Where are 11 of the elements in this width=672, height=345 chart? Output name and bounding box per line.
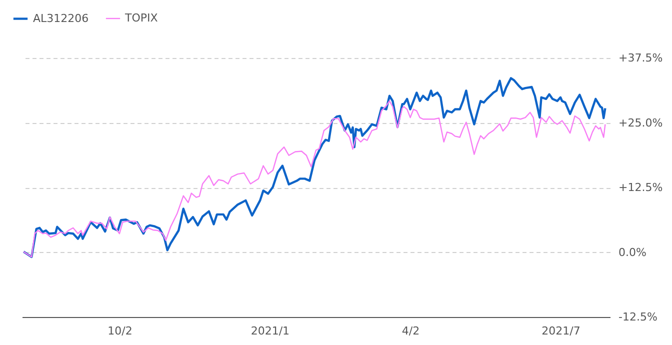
x-tick-label: 4/2 — [402, 324, 420, 338]
y-tick-label: +25.0% — [618, 116, 663, 130]
y-tick-label: +37.5% — [618, 52, 663, 64]
legend-label: TOPIX — [124, 12, 158, 24]
x-tick-label: 10/2 — [108, 324, 132, 338]
x-tick-label: 2021/7 — [542, 324, 580, 338]
y-tick-label: 0.0% — [618, 246, 646, 259]
x-tick-label: 2021/1 — [250, 324, 290, 338]
y-tick-label: -12.5% — [618, 310, 658, 324]
legend-label: AL312206 — [33, 12, 89, 25]
y-tick-label: +12.5% — [618, 181, 663, 194]
